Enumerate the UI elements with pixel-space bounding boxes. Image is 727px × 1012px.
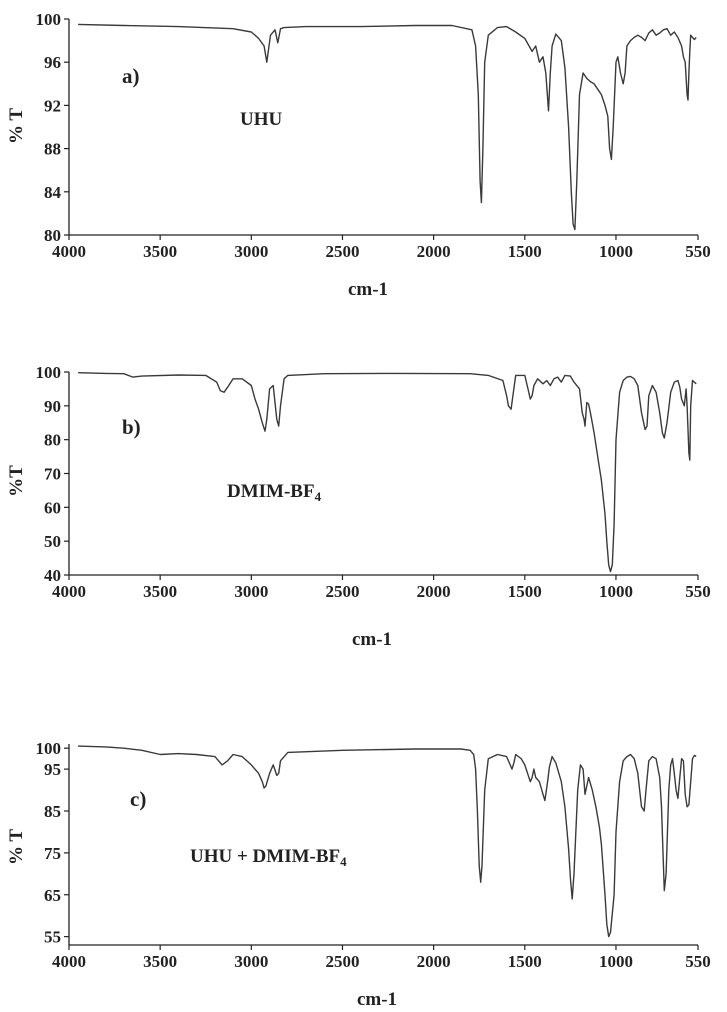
panel-a-x-tick-label: 550: [685, 242, 711, 261]
panel-b-x-tick-label: 1500: [508, 582, 542, 601]
panel-b-title: DMIM-BF4: [227, 481, 322, 504]
panel-b-x-tick-label: 1000: [599, 582, 633, 601]
panel-b-y-tick-label: 90: [44, 397, 61, 416]
panel-b-title-main: DMIM-BF: [227, 481, 315, 502]
panel-c-title-main: UHU + DMIM-BF: [190, 846, 340, 867]
panel-b-x-tick-label: 4000: [52, 582, 86, 601]
panel-c-y-tick-label: 55: [44, 928, 61, 947]
panel-c-y-tick-label: 95: [44, 760, 61, 779]
panel-b-x-tick-label: 550: [685, 582, 711, 601]
panel-a-x-tick-label: 4000: [52, 242, 86, 261]
panel-a-uhu: a) UHU cm-1 % T 80 84 88 92 96 100 4000 3500 300…: [6, 10, 711, 300]
panel-a-y-tick-label: 100: [36, 10, 62, 29]
panel-c-uhu-dmim-bf4: c) UHU + DMIM-BF4 cm-1 % T 55 65 75 85 95 100…: [6, 739, 711, 1010]
panel-b-spectrum-line: [78, 372, 697, 573]
panel-c-y-tick-label: 100: [36, 739, 62, 758]
panel-c-x-tick-label: 1500: [508, 952, 542, 971]
panel-b-y-tick-label: 70: [44, 465, 61, 484]
panel-a-x-tick-label: 2000: [417, 242, 451, 261]
panel-a-y-tick-label: 80: [44, 226, 61, 245]
panel-b-y-tick-label: 50: [44, 532, 61, 551]
panel-b-letter: b): [122, 415, 141, 439]
panel-b-y-axis-title: %T: [6, 465, 27, 497]
panel-b-y-tick-label: 80: [44, 431, 61, 450]
panel-c-x-tick-label: 4000: [52, 952, 86, 971]
panel-a-x-tick-label: 2500: [325, 242, 359, 261]
panel-b-y-tick-label: 40: [44, 566, 61, 585]
panel-b-dmim-bf4: b) DMIM-BF4 cm-1 %T 40 50 60 70 80 90 100 4000 3…: [6, 363, 711, 650]
panel-c-x-tick-label: 550: [685, 952, 711, 971]
panel-a-x-axis-title: cm-1: [348, 279, 388, 300]
panel-c-x-tick-label: 1000: [599, 952, 633, 971]
panel-a-y-tick-label: 92: [44, 96, 61, 115]
panel-c-letter: c): [130, 787, 146, 811]
panel-c-x-tick-label: 3500: [143, 952, 177, 971]
panel-c-title-subscript: 4: [340, 854, 347, 869]
panel-b-x-tick-label: 3500: [143, 582, 177, 601]
panel-a-spectrum-line: [78, 23, 697, 231]
panel-b-x-axis-title: cm-1: [352, 629, 392, 650]
panel-a-y-tick-label: 96: [44, 53, 61, 72]
panel-c-x-tick-label: 2500: [325, 952, 359, 971]
panel-a-y-axis-title: % T: [6, 108, 27, 144]
panel-c-x-tick-label: 3000: [234, 952, 268, 971]
panel-a-x-tick-label: 1500: [508, 242, 542, 261]
panel-a-letter: a): [122, 64, 140, 88]
panel-c-y-tick-label: 75: [44, 844, 61, 863]
panel-c-x-axis-title: cm-1: [357, 989, 397, 1010]
panel-c-y-axis-title: % T: [6, 829, 27, 865]
panel-b-x-tick-label: 3000: [234, 582, 268, 601]
panel-a-x-tick-label: 3000: [234, 242, 268, 261]
panel-c-spectrum-line: [78, 745, 697, 938]
panel-a-x-tick-label: 1000: [599, 242, 633, 261]
panel-a-y-tick-label: 84: [44, 183, 62, 202]
panel-b-x-tick-label: 2000: [417, 582, 451, 601]
panel-c-x-tick-label: 2000: [417, 952, 451, 971]
panel-c-y-tick-label: 65: [44, 886, 61, 905]
panel-a-x-tick-label: 3500: [143, 242, 177, 261]
panel-c-y-tick-label: 85: [44, 802, 61, 821]
panel-a-title: UHU: [240, 109, 283, 130]
panel-b-y-tick-label: 60: [44, 498, 61, 517]
panel-b-y-tick-label: 100: [36, 363, 62, 382]
panel-b-title-subscript: 4: [315, 489, 322, 504]
panel-a-y-tick-label: 88: [44, 140, 61, 159]
panel-b-x-tick-label: 2500: [325, 582, 359, 601]
panel-c-title: UHU + DMIM-BF4: [190, 846, 347, 869]
